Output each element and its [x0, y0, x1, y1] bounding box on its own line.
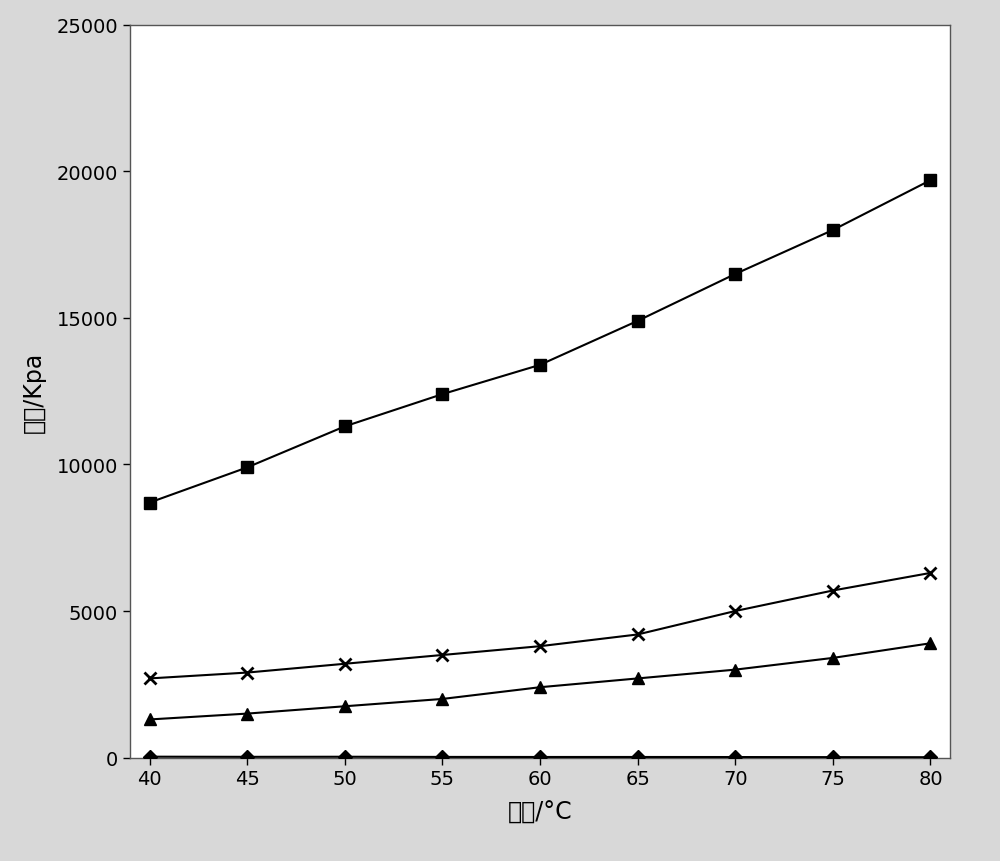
X-axis label: 温度/°C: 温度/°C	[508, 800, 572, 823]
Y-axis label: 压力/Kpa: 压力/Kpa	[21, 351, 45, 432]
